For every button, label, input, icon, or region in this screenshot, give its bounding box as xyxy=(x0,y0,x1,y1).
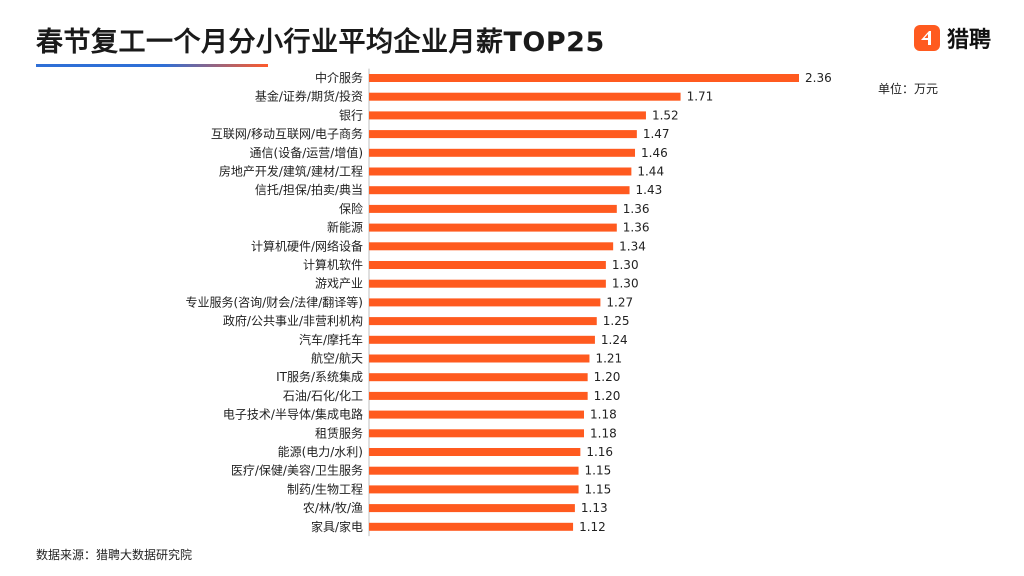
bar xyxy=(369,410,584,419)
bar xyxy=(369,448,581,456)
bar xyxy=(369,111,646,120)
bar xyxy=(369,466,579,475)
title-underline xyxy=(36,64,268,67)
value-label: 1.16 xyxy=(586,445,613,459)
bar xyxy=(369,298,601,307)
category-label: 医疗/保健/美容/卫生服务 xyxy=(231,463,363,478)
category-label: 新能源 xyxy=(327,220,363,235)
bar xyxy=(369,504,575,513)
category-label: 银行 xyxy=(339,108,363,122)
source-note: 数据来源：猎聘大数据研究院 xyxy=(36,548,193,562)
bar xyxy=(369,92,681,101)
category-label: 家具/家电 xyxy=(311,519,363,534)
value-label: 1.20 xyxy=(594,370,621,384)
value-label: 1.15 xyxy=(585,482,612,496)
value-label: 1.15 xyxy=(585,464,612,478)
bar xyxy=(369,522,574,531)
value-label: 1.44 xyxy=(637,165,664,179)
value-label: 1.25 xyxy=(603,314,630,328)
category-label: IT服务/系统集成 xyxy=(276,369,363,384)
value-label: 1.13 xyxy=(581,501,608,515)
category-label: 航空/航天 xyxy=(311,351,363,366)
bar xyxy=(369,167,632,176)
bar xyxy=(369,130,637,139)
bar xyxy=(369,148,636,157)
page-title: 春节复工一个月分小行业平均企业月薪TOP25 xyxy=(36,27,605,58)
category-label: 专业服务(咨询/财会/法律/翻译等) xyxy=(186,294,364,309)
category-label: 中介服务 xyxy=(315,70,363,85)
bar xyxy=(369,261,606,269)
brand-logo: 猎聘 xyxy=(914,22,991,54)
bar xyxy=(369,429,584,438)
bar xyxy=(369,242,614,251)
value-label: 1.43 xyxy=(636,183,663,197)
category-label: 互联网/移动互联网/电子商务 xyxy=(211,126,363,141)
bar xyxy=(369,279,606,288)
bar xyxy=(369,354,590,363)
value-label: 1.18 xyxy=(590,408,617,422)
value-label: 1.34 xyxy=(619,239,646,253)
category-label: 计算机软件 xyxy=(303,257,363,272)
category-label: 石油/石化/化工 xyxy=(283,389,363,403)
value-label: 1.30 xyxy=(612,277,639,291)
bar xyxy=(369,335,595,344)
unit-label: 单位：万元 xyxy=(878,82,939,96)
category-label: 政府/公共事业/非营利机构 xyxy=(223,313,363,328)
value-label: 2.36 xyxy=(805,71,832,85)
value-label: 1.21 xyxy=(595,352,622,366)
value-label: 1.12 xyxy=(579,520,606,534)
category-label: 制药/生物工程 xyxy=(287,481,363,496)
liepin-logo-icon xyxy=(914,25,940,51)
value-label: 1.27 xyxy=(606,295,633,309)
category-label: 电子技术/半导体/集成电路 xyxy=(223,407,363,422)
category-label: 通信(设备/运营/增值) xyxy=(250,145,363,160)
category-label: 游戏产业 xyxy=(315,277,363,291)
bar xyxy=(369,317,597,326)
value-label: 1.71 xyxy=(687,90,714,104)
value-label: 1.36 xyxy=(623,202,650,216)
value-label: 1.47 xyxy=(643,127,670,141)
bar xyxy=(369,186,630,195)
bar xyxy=(369,391,588,400)
category-label: 租赁服务 xyxy=(315,425,363,440)
bar xyxy=(369,74,799,82)
bar xyxy=(369,373,588,382)
value-label: 1.18 xyxy=(590,426,617,440)
category-label: 房地产开发/建筑/建材/工程 xyxy=(219,164,363,179)
bar xyxy=(369,223,617,232)
value-label: 1.46 xyxy=(641,146,668,160)
category-label: 农/林/牧/渔 xyxy=(303,501,363,515)
category-label: 汽车/摩托车 xyxy=(299,332,363,347)
logo-text: 猎聘 xyxy=(947,28,992,53)
value-label: 1.36 xyxy=(623,221,650,235)
category-label: 信托/担保/拍卖/典当 xyxy=(255,182,363,197)
value-label: 1.24 xyxy=(601,333,628,347)
value-label: 1.52 xyxy=(652,108,679,122)
category-label: 保险 xyxy=(339,201,363,216)
bar xyxy=(369,204,617,213)
category-label: 计算机硬件/网络设备 xyxy=(251,238,363,253)
category-label: 能源(电力/水利) xyxy=(278,445,363,459)
value-label: 1.20 xyxy=(594,389,621,403)
bar xyxy=(369,485,579,494)
category-label: 基金/证券/期货/投资 xyxy=(255,89,363,104)
value-label: 1.30 xyxy=(612,258,639,272)
